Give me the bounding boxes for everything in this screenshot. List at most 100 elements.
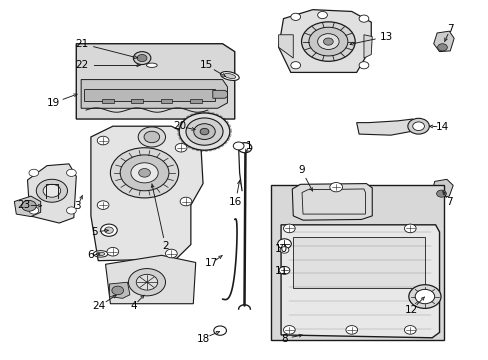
Text: 10: 10 — [274, 244, 287, 254]
Circle shape — [213, 326, 226, 335]
Circle shape — [120, 155, 168, 191]
Circle shape — [137, 54, 147, 62]
Polygon shape — [102, 99, 114, 103]
Polygon shape — [278, 10, 370, 72]
Circle shape — [133, 51, 151, 64]
Polygon shape — [91, 126, 203, 261]
Text: 18: 18 — [196, 333, 209, 343]
Polygon shape — [278, 35, 293, 58]
Text: 24: 24 — [92, 301, 105, 311]
Circle shape — [66, 207, 76, 214]
Circle shape — [21, 201, 36, 211]
Circle shape — [407, 118, 428, 134]
Circle shape — [408, 285, 440, 309]
Circle shape — [175, 143, 186, 152]
Ellipse shape — [96, 252, 104, 256]
Circle shape — [437, 44, 447, 51]
Text: 8: 8 — [281, 333, 288, 343]
Circle shape — [301, 22, 354, 61]
Polygon shape — [281, 225, 439, 338]
Circle shape — [238, 143, 251, 153]
Text: 6: 6 — [87, 250, 94, 260]
Circle shape — [128, 269, 165, 296]
Text: 22: 22 — [75, 60, 88, 70]
Text: 9: 9 — [298, 165, 304, 175]
Polygon shape — [160, 99, 172, 103]
Text: 3: 3 — [74, 201, 81, 211]
Circle shape — [283, 325, 295, 334]
Circle shape — [280, 247, 288, 253]
Circle shape — [110, 148, 178, 198]
Circle shape — [101, 224, 117, 236]
Circle shape — [308, 27, 347, 56]
Circle shape — [290, 62, 300, 69]
Circle shape — [317, 12, 327, 19]
Polygon shape — [292, 184, 371, 220]
Circle shape — [436, 190, 446, 197]
Polygon shape — [189, 99, 201, 103]
Polygon shape — [27, 164, 76, 223]
Polygon shape — [83, 89, 215, 101]
Text: 20: 20 — [173, 121, 186, 131]
Text: 7: 7 — [446, 24, 453, 35]
Circle shape — [283, 224, 295, 233]
Circle shape — [317, 34, 338, 49]
Circle shape — [112, 286, 123, 295]
Circle shape — [104, 227, 113, 233]
Text: 19: 19 — [47, 98, 60, 108]
Bar — [271, 185, 444, 339]
Text: 16: 16 — [229, 197, 242, 207]
Ellipse shape — [146, 63, 157, 67]
Circle shape — [412, 122, 424, 131]
Polygon shape — [109, 282, 130, 298]
Circle shape — [179, 113, 229, 150]
Circle shape — [139, 168, 150, 177]
Circle shape — [404, 325, 415, 334]
Ellipse shape — [220, 72, 239, 80]
Circle shape — [233, 142, 244, 150]
Circle shape — [131, 163, 158, 183]
Circle shape — [414, 289, 434, 304]
Text: 5: 5 — [91, 227, 98, 237]
Polygon shape — [105, 255, 195, 304]
Circle shape — [193, 124, 215, 139]
Circle shape — [144, 131, 159, 143]
Circle shape — [279, 266, 289, 274]
Polygon shape — [431, 179, 452, 198]
Circle shape — [107, 247, 119, 256]
Polygon shape — [293, 237, 424, 288]
Circle shape — [136, 274, 158, 290]
Polygon shape — [363, 35, 371, 58]
Text: 13: 13 — [380, 32, 393, 41]
Polygon shape — [356, 119, 417, 135]
Text: 12: 12 — [404, 305, 418, 315]
Text: 17: 17 — [204, 258, 218, 268]
Circle shape — [97, 136, 109, 145]
Circle shape — [200, 129, 208, 135]
Polygon shape — [14, 196, 41, 217]
Text: 23: 23 — [18, 200, 31, 210]
Circle shape — [290, 13, 300, 21]
Circle shape — [66, 169, 76, 176]
Circle shape — [29, 207, 39, 214]
Circle shape — [165, 249, 177, 258]
Circle shape — [358, 15, 368, 22]
Text: 11: 11 — [274, 266, 287, 276]
Circle shape — [358, 62, 368, 69]
Circle shape — [180, 197, 191, 206]
Ellipse shape — [93, 251, 108, 257]
Circle shape — [345, 325, 357, 334]
Circle shape — [36, 179, 67, 202]
Circle shape — [185, 118, 223, 145]
Polygon shape — [76, 44, 234, 119]
Text: 2: 2 — [162, 241, 168, 251]
Polygon shape — [212, 90, 227, 98]
Circle shape — [43, 184, 61, 197]
Polygon shape — [131, 99, 143, 103]
Ellipse shape — [224, 73, 235, 78]
Polygon shape — [81, 80, 227, 108]
Circle shape — [323, 38, 332, 45]
Circle shape — [277, 239, 291, 249]
Text: 15: 15 — [200, 60, 213, 70]
Circle shape — [404, 224, 415, 233]
